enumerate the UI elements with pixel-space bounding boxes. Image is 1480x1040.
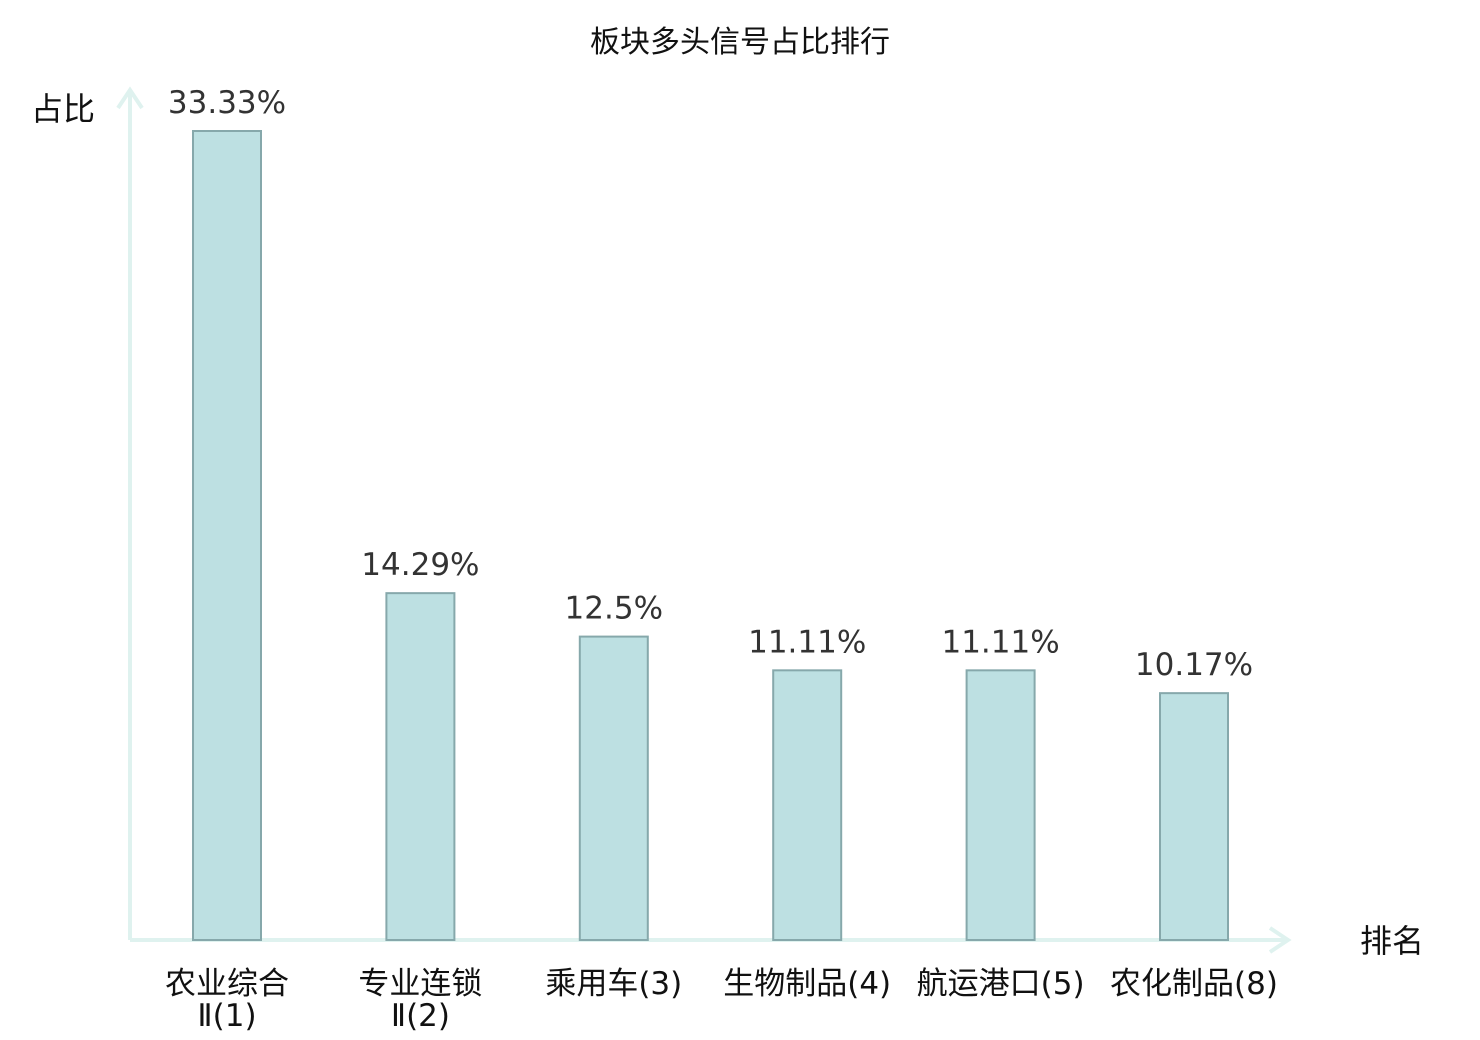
bars-group [192,130,1229,942]
chart-title: 板块多头信号占比排行 [590,25,890,60]
bar-value-label: 11.11% [748,624,866,660]
bar [578,635,649,941]
bar [1159,692,1229,941]
bar-value-label: 12.5% [565,591,663,627]
category-label: 专业连锁 [358,966,482,1002]
bar-value-label: 10.17% [1135,647,1253,683]
category-label: 农化制品(8) [1110,966,1278,1002]
category-label: Ⅱ(1) [197,998,256,1034]
bar-value-label: 14.29% [361,547,479,583]
bar [772,669,843,941]
x-axis-label: 排名 [1360,922,1424,960]
category-label: 乘用车(3) [545,966,682,1002]
category-label: 农业综合 [165,966,289,1002]
category-label: 生物制品(4) [723,966,891,1002]
bar [385,592,456,942]
bar [192,130,262,941]
bar-value-label: 11.11% [941,624,1059,660]
y-axis [116,86,144,940]
x-axis [130,926,1292,954]
bar-value-label: 33.33% [168,85,286,121]
bar [965,669,1036,941]
category-label: Ⅱ(2) [391,998,450,1034]
y-axis-label: 占比 [31,90,95,128]
category-label: 航运港口(5) [917,966,1085,1002]
value-labels-group: 33.33% 14.29% 12.5% 11.11% 11.11% 10.17% [168,85,1253,683]
